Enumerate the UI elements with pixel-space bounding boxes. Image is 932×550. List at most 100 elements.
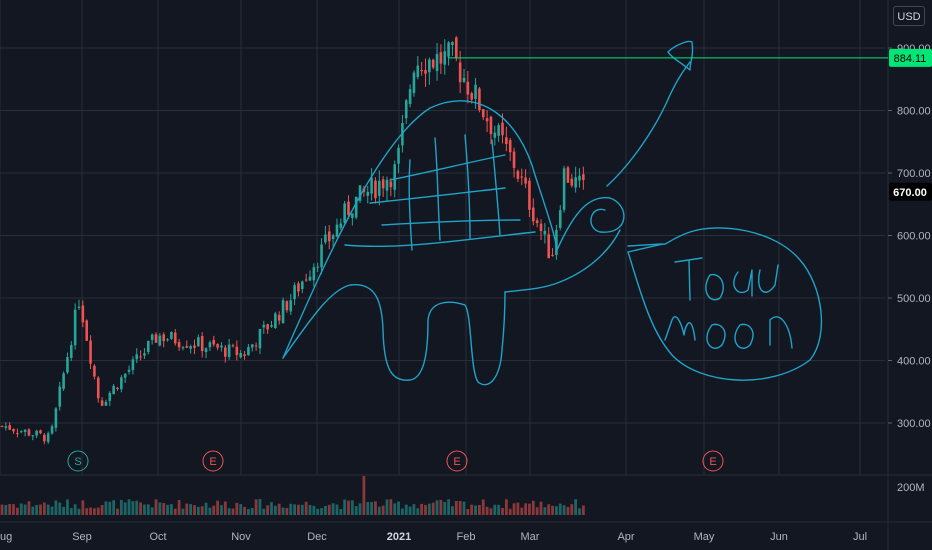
candle-body xyxy=(266,324,269,330)
candle-body xyxy=(528,180,531,210)
volume-bar xyxy=(354,506,358,515)
volume-bar xyxy=(447,499,450,515)
candle xyxy=(19,430,23,434)
volume-bar xyxy=(335,504,339,515)
candle-body xyxy=(501,122,504,136)
candle xyxy=(535,217,539,228)
last-price-tag xyxy=(889,182,932,201)
candle xyxy=(458,50,462,94)
candle xyxy=(270,320,273,328)
candle xyxy=(297,281,300,297)
volume-bar xyxy=(39,504,42,515)
volume-bar xyxy=(8,504,12,515)
candle xyxy=(185,340,189,349)
volume-bar xyxy=(93,508,96,515)
volume-bar xyxy=(316,508,320,515)
annotation-text-da xyxy=(733,264,779,297)
candle-body xyxy=(412,72,416,93)
volume-bar xyxy=(497,504,501,515)
volume-bar xyxy=(412,504,416,515)
candle-body xyxy=(62,373,65,389)
candle-body xyxy=(474,84,477,100)
volume-bar xyxy=(308,505,312,515)
candle-body xyxy=(316,266,319,268)
candle xyxy=(35,429,38,439)
candle xyxy=(308,270,312,282)
volume-bar xyxy=(566,506,570,515)
x-tick-label: 2021 xyxy=(387,531,411,543)
candle xyxy=(358,185,362,204)
candle xyxy=(428,57,431,85)
event-marker-earnings: E xyxy=(446,450,468,472)
volume-bar xyxy=(454,501,458,515)
volume-bar xyxy=(135,500,139,515)
candle xyxy=(505,126,508,152)
turtle-shell xyxy=(282,100,558,359)
event-marker-earnings: E xyxy=(702,450,724,472)
candle-body xyxy=(243,354,246,357)
candle-body xyxy=(451,42,454,46)
candle-body xyxy=(70,345,73,358)
volume-bar xyxy=(401,508,404,515)
candle xyxy=(485,110,489,133)
candle xyxy=(131,356,135,375)
candle-body xyxy=(224,347,227,357)
volume-bar xyxy=(324,505,327,515)
volume-bar xyxy=(293,504,296,515)
volume-bar xyxy=(104,501,108,515)
candle xyxy=(443,39,447,75)
candle-body xyxy=(566,167,570,183)
volume-bar xyxy=(119,499,123,515)
candle-body xyxy=(8,425,11,430)
shell-line-v2 xyxy=(434,137,441,241)
candle-body xyxy=(393,164,396,190)
candle-body xyxy=(354,196,358,218)
candle-body xyxy=(46,433,50,442)
candle xyxy=(447,41,450,66)
candle xyxy=(462,68,466,84)
candle-body xyxy=(543,230,547,235)
candle-body xyxy=(443,51,447,65)
candle-body xyxy=(108,393,112,401)
candle-body xyxy=(204,348,208,352)
y-tick-label: 600.00 xyxy=(897,231,931,243)
volume-bar xyxy=(270,502,273,515)
candle xyxy=(532,198,535,226)
volume-bar xyxy=(227,508,231,515)
candle xyxy=(301,280,304,294)
volume-bar xyxy=(393,503,397,515)
candle xyxy=(497,122,500,142)
volume-bar xyxy=(196,506,200,515)
candle-body xyxy=(247,347,250,356)
candle xyxy=(150,333,154,345)
volume-bar xyxy=(381,505,385,515)
currency-button[interactable]: USD xyxy=(893,6,925,26)
volume-bar xyxy=(493,504,497,515)
candle xyxy=(162,332,165,348)
candle xyxy=(93,364,96,380)
x-tick-label: Jul xyxy=(853,531,867,543)
candle-body xyxy=(378,180,381,196)
candle-body xyxy=(12,429,15,432)
candle-body xyxy=(547,234,550,259)
last-price-value: 670.00 xyxy=(893,187,927,199)
volume-bar xyxy=(574,499,578,515)
volume-bar xyxy=(262,508,266,515)
volume-bar xyxy=(239,504,243,515)
candle-body xyxy=(193,345,196,348)
candle xyxy=(474,78,477,109)
candle-body xyxy=(154,334,158,343)
annotation-text-moon xyxy=(664,316,793,349)
y-tick-label: 500.00 xyxy=(897,293,931,305)
candle-body xyxy=(304,279,308,281)
candle-body xyxy=(93,365,96,377)
candle xyxy=(431,58,435,70)
candle xyxy=(62,371,65,391)
volume-bar xyxy=(304,501,308,515)
volume-bar xyxy=(543,507,547,515)
candle-body xyxy=(66,357,69,373)
candle-body xyxy=(497,125,500,136)
candle xyxy=(143,348,146,359)
volume-bar xyxy=(96,507,100,515)
